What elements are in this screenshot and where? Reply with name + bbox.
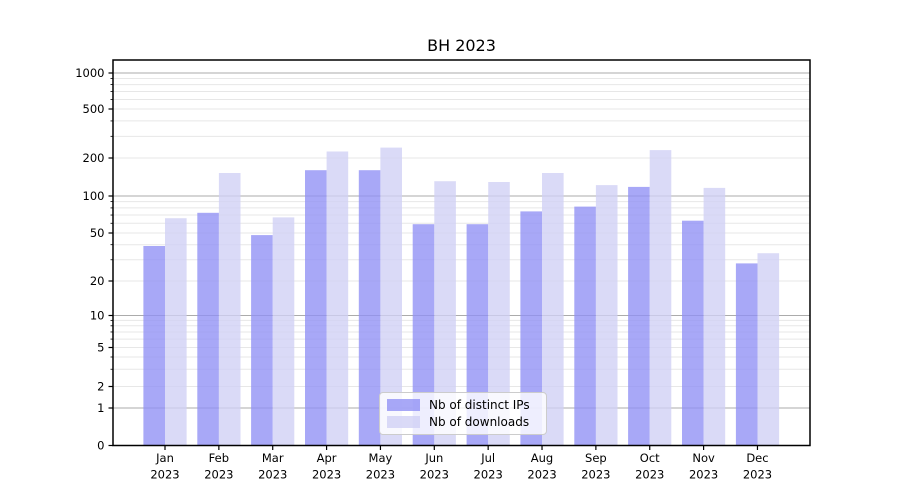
bar-nb-of-downloads-nov-2023	[703, 187, 726, 446]
bar-nb-of-distinct-ips-mar-2023	[251, 235, 273, 446]
bar-nb-of-downloads-jun-2023	[434, 181, 456, 446]
bar-nb-of-distinct-ips-nov-2023	[682, 220, 704, 446]
bar-nb-of-downloads-apr-2023	[326, 151, 349, 446]
x-axis-tick-label-year: 2023	[635, 468, 664, 482]
bar-nb-of-downloads-aug-2023	[542, 173, 564, 446]
y-axis-tick-label: 2	[97, 380, 104, 394]
bar-nb-of-downloads-may-2023	[380, 147, 402, 446]
legend-item-distinct-ips: Nb of distinct IPs	[387, 397, 538, 414]
x-axis-tick-label: Jul	[480, 451, 495, 465]
x-axis-tick-label-year: 2023	[743, 468, 772, 482]
bar-nb-of-distinct-ips-dec-2023	[735, 263, 758, 446]
legend-label-distinct-ips: Nb of distinct IPs	[429, 398, 530, 413]
y-axis-tick-label: 20	[90, 274, 105, 288]
bar-nb-of-distinct-ips-jun-2023	[412, 224, 435, 446]
y-axis-tick-label: 1	[97, 401, 104, 415]
x-axis-tick-label: Apr	[317, 451, 337, 465]
x-axis-tick-label-year: 2023	[474, 468, 503, 482]
legend-label-downloads: Nb of downloads	[429, 414, 530, 429]
x-axis-tick-label-year: 2023	[689, 468, 718, 482]
x-axis-tick-label: Aug	[531, 451, 553, 465]
bar-nb-of-downloads-mar-2023	[272, 217, 295, 446]
x-axis-tick-label-year: 2023	[258, 468, 287, 482]
bar-nb-of-downloads-jul-2023	[488, 182, 510, 446]
bar-nb-of-distinct-ips-oct-2023	[628, 186, 650, 446]
bar-nb-of-distinct-ips-aug-2023	[520, 211, 542, 446]
x-axis-tick-label: May	[369, 451, 393, 465]
x-axis-tick-label-year: 2023	[312, 468, 341, 482]
x-axis-tick-label: Feb	[209, 451, 229, 465]
x-axis-tick-label-year: 2023	[366, 468, 395, 482]
chart-title: BH 2023	[427, 36, 496, 55]
bar-nb-of-distinct-ips-sep-2023	[574, 206, 596, 446]
y-axis-tick-label: 500	[83, 102, 105, 116]
x-axis-tick-label: Oct	[640, 451, 660, 465]
x-axis-tick-label: Jun	[424, 451, 443, 465]
bar-nb-of-downloads-oct-2023	[649, 150, 672, 446]
bar-nb-of-distinct-ips-apr-2023	[305, 170, 327, 446]
axes-border	[112, 59, 811, 447]
x-axis-tick-label-year: 2023	[150, 468, 179, 482]
legend-swatch-downloads	[387, 415, 420, 428]
bar-nb-of-downloads-sep-2023	[595, 185, 618, 446]
bar-nb-of-distinct-ips-jul-2023	[466, 224, 489, 446]
bar-nb-of-downloads-feb-2023	[218, 173, 241, 446]
bar-nb-of-distinct-ips-jan-2023	[143, 246, 165, 446]
x-axis-tick-label-year: 2023	[420, 468, 449, 482]
bar-nb-of-downloads-dec-2023	[757, 253, 780, 446]
x-axis-tick-label-year: 2023	[527, 468, 556, 482]
x-axis-tick-label: Dec	[746, 451, 768, 465]
y-axis-tick-label: 200	[83, 151, 105, 165]
legend-item-downloads: Nb of downloads	[387, 414, 538, 431]
bar-nb-of-distinct-ips-feb-2023	[197, 212, 219, 446]
x-axis-tick-label: Jan	[155, 451, 174, 465]
legend: Nb of distinct IPs Nb of downloads	[379, 392, 547, 435]
x-axis-tick-label: Mar	[262, 451, 284, 465]
y-axis-tick-label: 5	[97, 341, 104, 355]
x-axis-tick-label: Nov	[692, 451, 715, 465]
y-axis-tick-label: 10	[90, 309, 105, 323]
bar-nb-of-downloads-jan-2023	[165, 218, 187, 446]
x-axis-tick-label: Sep	[585, 451, 607, 465]
y-axis-tick-label: 1000	[75, 66, 104, 80]
x-axis-tick-label-year: 2023	[581, 468, 610, 482]
y-axis-tick-label: 50	[90, 226, 105, 240]
legend-swatch-distinct-ips	[387, 399, 420, 412]
bar-nb-of-distinct-ips-may-2023	[358, 170, 381, 446]
x-axis-tick-label-year: 2023	[204, 468, 233, 482]
y-axis-tick-label: 0	[97, 439, 104, 453]
y-axis-tick-label: 100	[83, 189, 105, 203]
